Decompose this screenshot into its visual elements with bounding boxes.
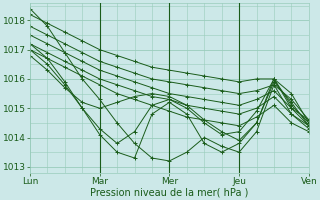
- X-axis label: Pression niveau de la mer( hPa ): Pression niveau de la mer( hPa ): [90, 187, 249, 197]
